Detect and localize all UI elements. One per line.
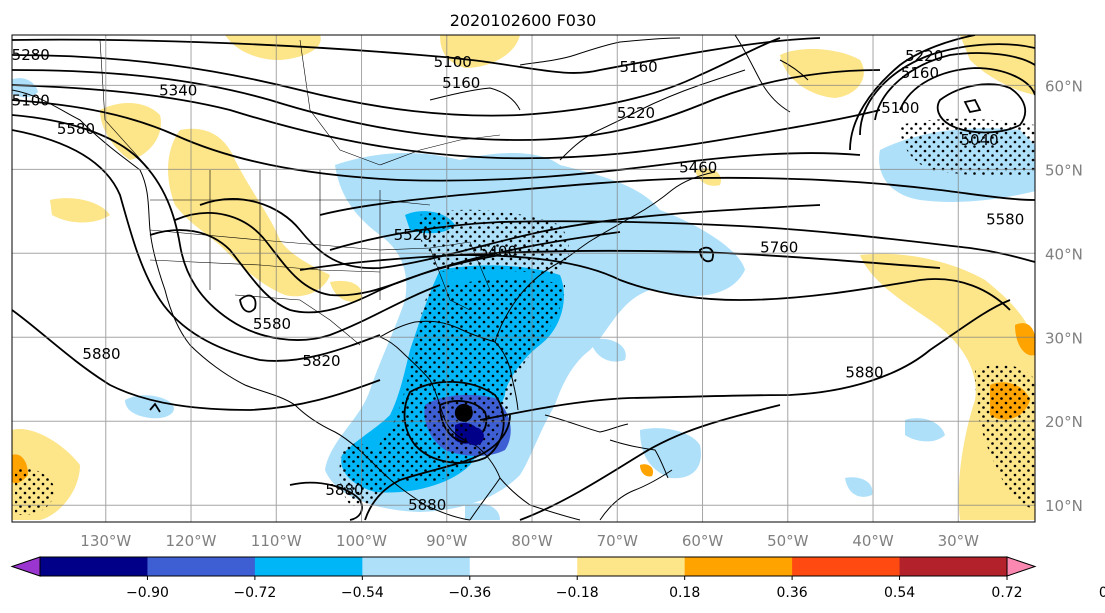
contour-label: 5580: [253, 315, 291, 333]
x-tick-label: 30°W: [938, 532, 980, 550]
colorbar-tick-label: 0.90: [1099, 585, 1105, 601]
x-tick-label: 130°W: [80, 532, 131, 550]
track-markers: [454, 403, 484, 446]
contour-label: 5880: [325, 481, 363, 499]
y-tick-label: 30°N: [1045, 329, 1083, 347]
track-marker: [465, 427, 484, 446]
contour-label: 5880: [408, 496, 446, 514]
political-borders: [99, 39, 501, 346]
contour-label: 5100: [12, 91, 50, 109]
y-tick-label: 10°N: [1045, 497, 1083, 515]
chart-title: 2020102600 F030: [450, 11, 597, 30]
colorbar-box: [40, 557, 148, 576]
colorbar-tick-label: −0.18: [556, 585, 599, 601]
height-contours: [12, 35, 1035, 521]
colorbar-tick-label: 0.72: [991, 585, 1022, 601]
colorbar-box: [792, 557, 901, 576]
x-tick-label: 120°W: [166, 532, 217, 550]
contour-label: 5580: [986, 211, 1024, 229]
contour-label: 5040: [960, 131, 998, 149]
contour-label: 5580: [57, 120, 95, 138]
colorbar-extend-low: [10, 556, 41, 577]
contour-label: 5820: [302, 352, 340, 370]
colorbar-tick-label: 0.18: [669, 585, 700, 601]
contour-label: 5220: [905, 47, 943, 65]
contour-label: 5160: [442, 74, 480, 92]
map-frame: [11, 34, 1036, 523]
contour-label: 5400: [479, 243, 517, 261]
x-tick-label: 50°W: [767, 532, 809, 550]
colorbar-box: [899, 557, 1008, 576]
x-tick-label: 40°W: [852, 532, 894, 550]
colorbar-tick-label: −0.36: [448, 585, 491, 601]
map-area: 5280 510051605340516052205220516051005040…: [12, 35, 1035, 522]
colorbar: [10, 556, 1037, 577]
colorbar-tick-label: −0.54: [341, 585, 384, 601]
colorbar-extend-high: [1006, 556, 1037, 577]
contour-label: 5340: [159, 81, 197, 99]
contour-label: 5760: [760, 238, 798, 256]
x-tick-label: 110°W: [251, 532, 302, 550]
y-tick-label: 60°N: [1045, 77, 1083, 95]
y-tick-label: 40°N: [1045, 245, 1083, 263]
y-tick-label: 50°N: [1045, 161, 1083, 179]
x-tick-label: 90°W: [426, 532, 468, 550]
x-axis-ticks: 130°W 120°W 110°W 100°W 90°W 80°W 70°W 60°W 50°W…: [80, 532, 979, 550]
track-marker: [454, 403, 473, 422]
contour-label: 5280: [12, 46, 50, 64]
shading-yellow: [12, 35, 1035, 520]
colorbar-box: [577, 557, 686, 576]
contour-label: 5880: [82, 345, 120, 363]
colorbar-box: [684, 557, 793, 576]
contour-label: 5880: [845, 364, 883, 382]
colorbar-tick-label: 0.36: [777, 585, 808, 601]
colorbar-tick-label: −0.90: [126, 585, 169, 601]
colorbar-box: [469, 557, 578, 576]
colorbar-ticks: −0.90 −0.72 −0.54 −0.36 −0.18 0.18 0.36 0.54 0.7…: [126, 576, 1105, 601]
contour-label: 5220: [617, 104, 655, 122]
colorbar-tick-label: 0.54: [884, 585, 915, 601]
contour-label: 5520: [394, 226, 432, 244]
coastlines: [12, 35, 809, 521]
colorbar-outline: [39, 556, 1008, 577]
y-axis-ticks: 10°N 20°N 30°N 40°N 50°N 60°N: [1045, 77, 1083, 515]
colorbar-box: [147, 557, 256, 576]
contour-label: 5160: [619, 58, 657, 76]
contour-labels: 5280 510051605340516052205220516051005040…: [12, 46, 1024, 514]
colorbar-box: [254, 557, 363, 576]
x-tick-label: 80°W: [511, 532, 553, 550]
colorbar-box: [362, 557, 471, 576]
x-tick-label: 60°W: [682, 532, 724, 550]
y-tick-label: 20°N: [1045, 413, 1083, 431]
contour-label: 5100: [881, 99, 919, 117]
x-tick-label: 100°W: [336, 532, 387, 550]
contour-label: 5460: [679, 159, 717, 177]
contour-label: 5160: [901, 64, 939, 82]
lat-lon-grid: [12, 35, 1035, 522]
x-tick-label: 70°W: [597, 532, 639, 550]
contour-label: 5100: [434, 53, 472, 71]
colorbar-tick-label: −0.72: [233, 585, 276, 601]
